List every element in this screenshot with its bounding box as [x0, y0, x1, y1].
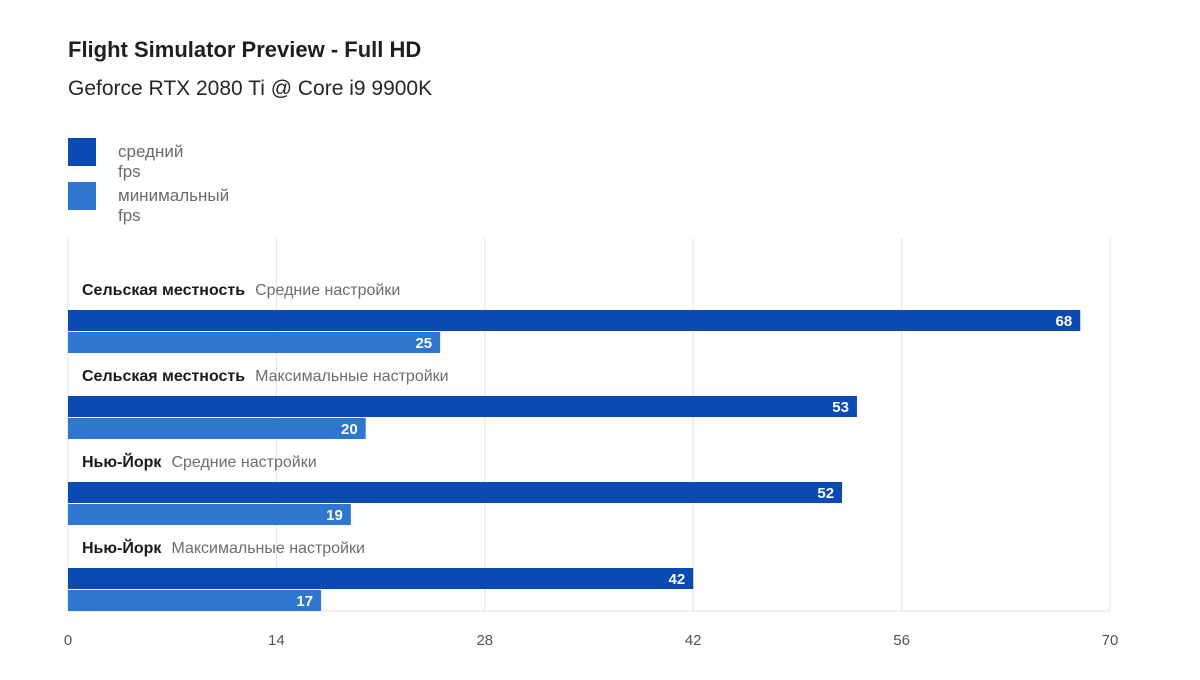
category-setting: Средние настройки [255, 282, 400, 299]
category-name: Нью-Йорк [82, 538, 162, 557]
x-tick-label: 70 [1102, 632, 1119, 649]
category-name: Нью-Йорк [82, 452, 162, 471]
bar-value-label: 53 [832, 399, 849, 416]
category-label: Нью-Йорк Максимальные настройки [82, 538, 365, 557]
category-name: Сельская местность [82, 282, 245, 299]
bar-value-label: 25 [415, 335, 432, 352]
bar-min-fps [68, 504, 351, 525]
bar-min-fps [68, 590, 322, 611]
bar-value-label: 19 [326, 507, 343, 524]
category-name: Сельская местность [82, 368, 245, 385]
bar-avg-fps [68, 396, 857, 417]
category-setting: Максимальные настройки [255, 368, 449, 385]
category-label: Сельская местность Средние настройки [82, 282, 400, 299]
bar-value-label: 42 [669, 571, 686, 588]
bar-value-label: 52 [817, 485, 834, 502]
chart-title: Flight Simulator Preview - Full HD [68, 37, 422, 62]
legend-label-min: минимальный fps [118, 186, 230, 225]
x-tick-label: 56 [893, 632, 910, 649]
legend-swatch-avg [68, 138, 96, 166]
x-tick-label: 0 [64, 632, 72, 649]
bar-avg-fps [68, 310, 1081, 331]
x-tick-label: 42 [685, 632, 702, 649]
bar-avg-fps [68, 568, 694, 589]
category-setting: Средние настройки [171, 454, 316, 471]
bar-min-fps [68, 332, 441, 353]
bar-value-label: 17 [296, 593, 313, 610]
category-label: Сельская местность Максимальные настройки [82, 368, 449, 385]
x-tick-label: 14 [268, 632, 285, 649]
category-label: Нью-Йорк Средние настройки [82, 452, 317, 471]
x-tick-label: 28 [476, 632, 493, 649]
chart-subtitle: Geforce RTX 2080 Ti @ Core i9 9900K [68, 77, 433, 100]
legend-label-avg: средний fps [118, 142, 184, 181]
category-setting: Максимальные настройки [171, 540, 365, 557]
legend-swatch-min [68, 182, 96, 210]
bar-avg-fps [68, 482, 843, 503]
bar-value-label: 20 [341, 421, 358, 438]
bar-min-fps [68, 418, 366, 439]
bar-value-label: 68 [1056, 313, 1073, 330]
